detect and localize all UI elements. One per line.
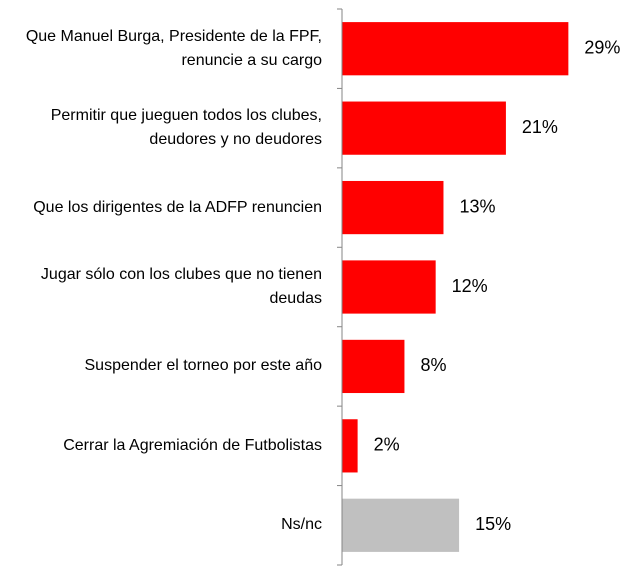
category-label: Suspender el torneo por este año — [84, 357, 323, 375]
value-label: 15% — [475, 514, 511, 534]
category-label: Jugar sólo con los clubes que no tienen … — [40, 266, 322, 307]
bar — [342, 498, 460, 552]
category-label: Permitir que jueguen todos los clubes, d… — [50, 107, 322, 149]
bar — [342, 101, 506, 155]
bar — [342, 22, 569, 76]
value-label: 29% — [584, 37, 620, 57]
bar — [342, 419, 358, 473]
category-label: Ns/nc — [281, 516, 322, 534]
value-label: 12% — [452, 276, 488, 296]
value-label: 21% — [522, 117, 558, 137]
value-label: 8% — [420, 355, 446, 375]
bar — [342, 260, 436, 314]
bar — [342, 339, 405, 394]
bar — [342, 180, 444, 235]
value-label: 13% — [459, 196, 495, 216]
category-label: Que Manuel Burga, Presidente de la FPF, … — [25, 27, 322, 69]
value-label: 2% — [374, 435, 400, 455]
category-label: Que los dirigentes de la ADFP renuncien — [33, 198, 322, 216]
category-label: Cerrar la Agremiación de Futbolistas — [63, 436, 322, 454]
